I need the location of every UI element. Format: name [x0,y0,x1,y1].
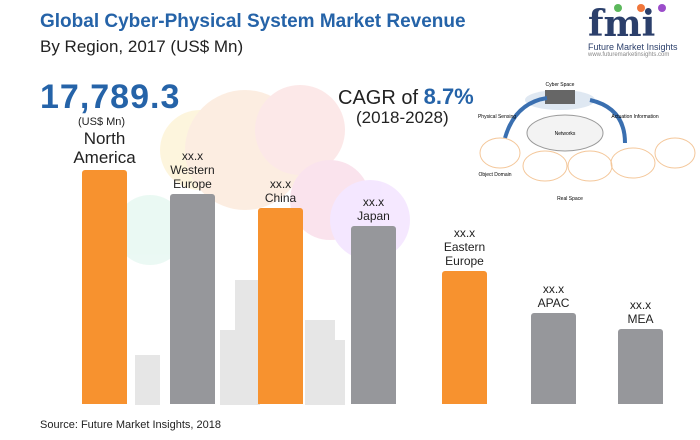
chart-title: Global Cyber-Physical System Market Reve… [40,11,466,32]
value-label: xx.x [629,298,652,313]
category-label: MEA [627,312,654,327]
bg-circle [185,90,305,210]
diagram-label: Actuation Information [611,114,658,120]
bar-label: xx.x China [236,177,326,205]
bar-label: xx.x Japan [329,195,419,223]
fmi-logo: fmi Future Market Insights www.futuremar… [588,4,678,58]
bar-label: xx.x APAC [509,282,599,310]
bar-eastern-europe [442,271,487,404]
category-label: Europe [173,176,212,191]
logo-url: www.futuremarketinsights.com [588,52,670,58]
value-label: xx.x [269,177,292,191]
category-label: Europe [445,254,484,269]
category-label: APAC [537,296,570,311]
diagram-label: Physical Sensing [478,114,516,120]
cagr-value: 8.7% [423,84,474,109]
diagram-label: Cyber Space [546,82,575,88]
arrow-icon [503,96,548,139]
value-label: xx.x [542,282,565,297]
category-label: North [83,129,126,148]
diagram-label: Networks [555,131,576,137]
cyber-physical-diagram: Cyber Space Physical Sensing Networks Ac… [478,82,696,202]
bar-label: xx.x MEA [596,298,686,326]
diagram-label: Real Space [557,196,583,202]
bar-mea [618,329,663,404]
bar-western-europe [170,193,215,404]
server-icon [545,90,575,104]
bar-label: xx.x Western Europe [148,149,238,191]
arrow-icon [589,98,627,144]
diagram-label: Object Domain [478,172,511,178]
cagr-period: (2018-2028) [356,108,449,127]
source-note: Source: Future Market Insights, 2018 [40,419,221,431]
category-label: America [73,148,136,167]
skyline-icon [135,280,345,405]
value-label: xx.x [181,148,204,163]
category-label: Japan [357,209,390,224]
bar-japan [351,226,396,404]
category-label: Western [170,162,215,177]
bar-north-america [82,170,127,404]
bg-circle [255,85,345,175]
bg-circle [160,110,240,190]
highlight-unit: (US$ Mn) [78,116,126,128]
logo-mark: fmi [588,4,678,42]
network-cloud [526,114,604,152]
value-label: xx.x [362,195,385,210]
cagr-prefix: CAGR of [338,87,419,109]
logo-name: Future Market Insights [588,42,678,52]
bar-label: xx.x Eastern Europe [420,226,510,268]
bar-apac [531,313,576,404]
category-label: China [264,191,297,205]
bg-circle [115,195,185,265]
bar-label: North America [60,129,150,167]
bar-china [258,208,303,404]
category-label: Eastern [443,240,486,255]
bg-circle [290,160,370,240]
cagr-label: CAGR of 8.7% [338,84,474,110]
value-label: xx.x [453,226,476,241]
chart-subtitle: By Region, 2017 (US$ Mn) [40,37,244,56]
highlight-value: 17,789.3 [40,78,181,116]
